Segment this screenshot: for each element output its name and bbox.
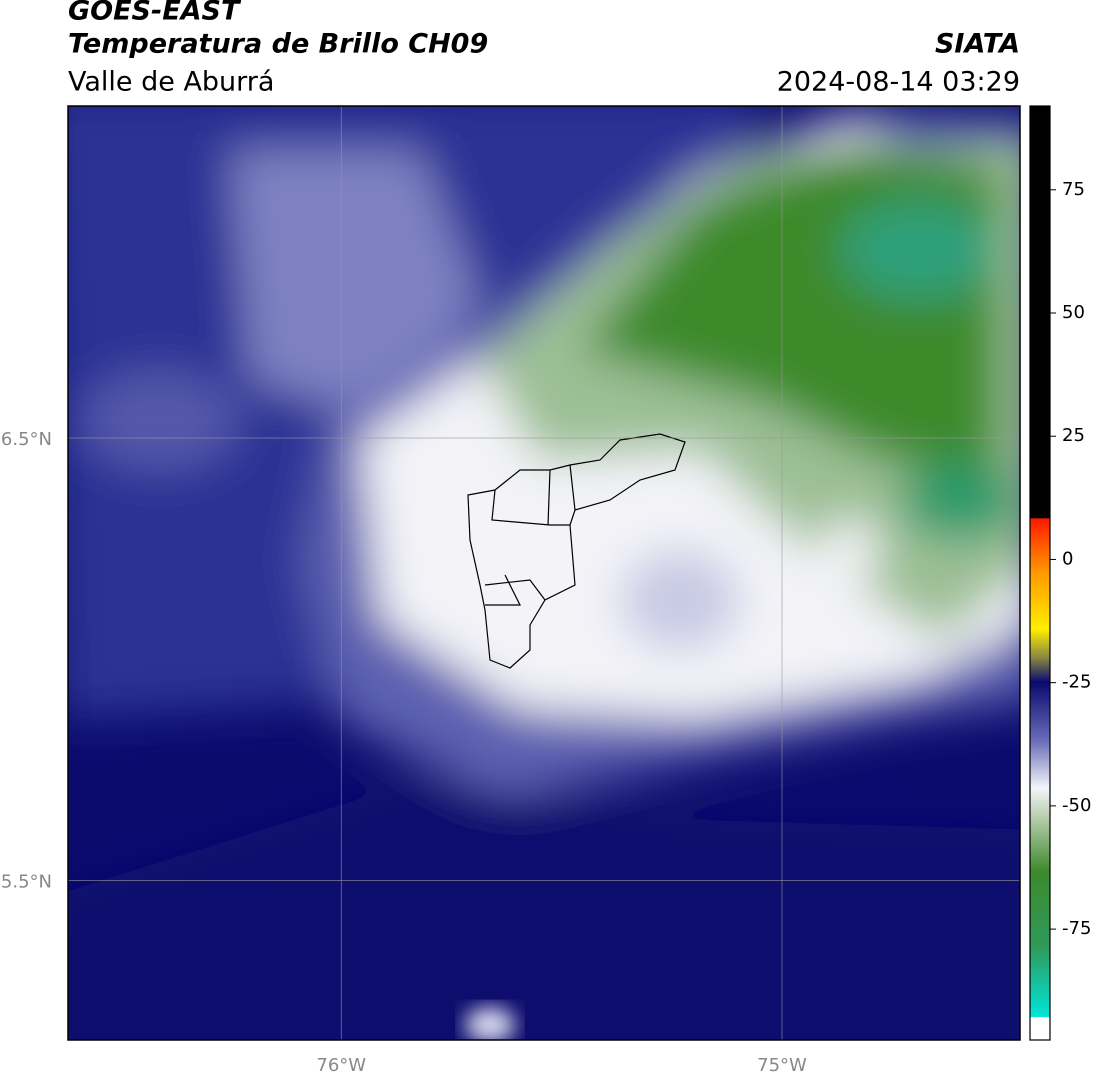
region: Valle de Aburrá (68, 67, 274, 98)
colorbar-label: -50 (1062, 795, 1091, 816)
municipality-outline (467, 433, 686, 669)
lat-label: 6.5°N (1, 429, 52, 450)
colorbar-label: 0 (1062, 548, 1073, 569)
colorbar-label: -25 (1062, 672, 1091, 693)
map-frame (67, 105, 1021, 1041)
colorbar (1029, 105, 1051, 1041)
colorbar-label: 50 (1062, 302, 1085, 323)
source: SIATA (935, 29, 1020, 60)
lon-label: 76°W (316, 1055, 366, 1076)
datetime: 2024-08-14 03:29 (777, 67, 1020, 98)
lon-label: 75°W (757, 1055, 807, 1076)
subtitle: Temperatura de Brillo CH09 (68, 29, 488, 60)
colorbar-label: 75 (1062, 179, 1085, 200)
colorbar-label: -75 (1062, 918, 1091, 939)
colorbar-label: 25 (1062, 425, 1085, 446)
title: GOES-EAST (68, 0, 242, 27)
graticule (68, 106, 1020, 1040)
lat-label: 5.5°N (1, 872, 52, 893)
